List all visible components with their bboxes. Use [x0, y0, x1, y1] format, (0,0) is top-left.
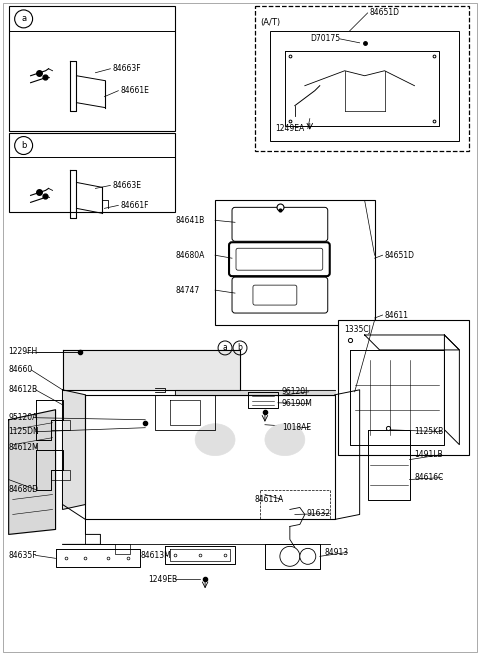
- FancyBboxPatch shape: [229, 242, 330, 276]
- Text: a: a: [223, 343, 228, 352]
- Text: 84616C: 84616C: [415, 473, 444, 482]
- Text: 84611A: 84611A: [255, 495, 284, 504]
- Text: 84612M: 84612M: [9, 443, 39, 452]
- Text: 1491LB: 1491LB: [415, 450, 443, 459]
- Ellipse shape: [188, 417, 242, 462]
- Polygon shape: [9, 410, 56, 534]
- FancyBboxPatch shape: [232, 277, 328, 313]
- Text: b: b: [238, 343, 242, 352]
- Text: 1125DN: 1125DN: [9, 427, 39, 436]
- Text: 96120J: 96120J: [282, 387, 308, 396]
- Text: 84661F: 84661F: [120, 201, 149, 210]
- Text: 1018AE: 1018AE: [282, 423, 311, 432]
- Text: 84747: 84747: [175, 286, 199, 295]
- Text: 1125KB: 1125KB: [415, 427, 444, 436]
- Circle shape: [300, 548, 316, 565]
- Text: 84660: 84660: [9, 365, 33, 375]
- Text: 84651D: 84651D: [370, 9, 400, 18]
- Text: 1249EA: 1249EA: [275, 124, 304, 133]
- Text: 84613M: 84613M: [140, 551, 171, 560]
- Text: 84651D: 84651D: [384, 251, 415, 260]
- Text: 84680D: 84680D: [9, 485, 39, 494]
- FancyBboxPatch shape: [253, 285, 297, 305]
- Polygon shape: [62, 350, 240, 390]
- Text: 1249EB: 1249EB: [148, 575, 178, 584]
- Text: D70175: D70175: [310, 34, 340, 43]
- Circle shape: [280, 546, 300, 567]
- Bar: [9, 132, 175, 212]
- Text: 84641B: 84641B: [175, 215, 204, 225]
- Text: 84663E: 84663E: [112, 181, 142, 190]
- FancyBboxPatch shape: [236, 248, 323, 270]
- Text: 84611: 84611: [384, 310, 408, 320]
- Text: b: b: [21, 141, 26, 150]
- Text: (A/T): (A/T): [260, 18, 280, 28]
- Bar: [270, 31, 459, 141]
- Text: 84913: 84913: [325, 548, 349, 557]
- Ellipse shape: [257, 417, 312, 462]
- Text: 1335CJ: 1335CJ: [345, 326, 372, 335]
- Text: 1229FH: 1229FH: [9, 347, 38, 356]
- Polygon shape: [175, 390, 335, 395]
- Ellipse shape: [195, 424, 235, 456]
- Text: 84663F: 84663F: [112, 64, 141, 73]
- Text: a: a: [21, 14, 26, 24]
- Text: 91632: 91632: [307, 509, 331, 518]
- Text: 95120A: 95120A: [9, 413, 38, 422]
- Polygon shape: [62, 390, 85, 510]
- Bar: [338, 320, 469, 455]
- Bar: [215, 200, 374, 325]
- Text: 84612B: 84612B: [9, 385, 38, 394]
- Bar: [9, 6, 175, 130]
- FancyBboxPatch shape: [232, 208, 328, 241]
- Bar: [255, 6, 469, 151]
- Text: 84661E: 84661E: [120, 86, 149, 95]
- Text: 84635F: 84635F: [9, 551, 37, 560]
- Text: 96190M: 96190M: [282, 400, 313, 408]
- Text: 84680A: 84680A: [175, 251, 204, 260]
- Ellipse shape: [265, 424, 305, 456]
